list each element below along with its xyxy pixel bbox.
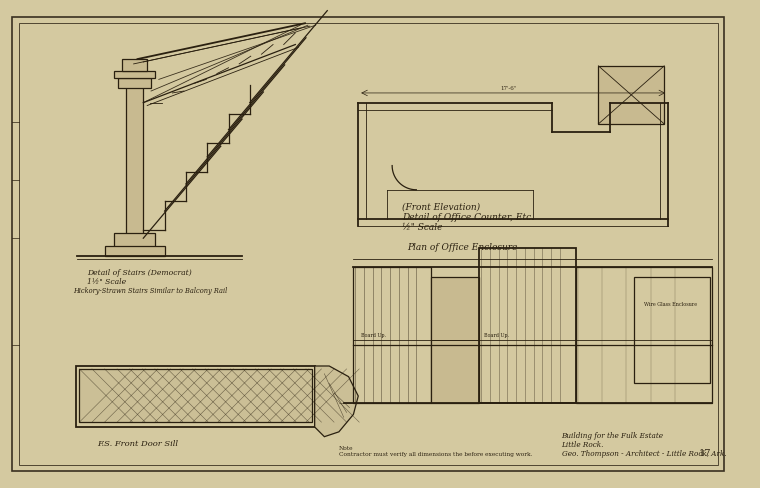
Bar xyxy=(122,59,147,71)
Bar xyxy=(105,246,165,256)
Bar xyxy=(114,233,155,248)
Text: Board Up.: Board Up. xyxy=(484,333,509,338)
Text: Board Up.: Board Up. xyxy=(361,333,386,338)
Bar xyxy=(576,267,711,403)
Bar xyxy=(79,369,312,422)
Text: Detail of Stairs (Democrat)
1½" Scale: Detail of Stairs (Democrat) 1½" Scale xyxy=(87,269,192,286)
Text: 17: 17 xyxy=(699,449,711,458)
Bar xyxy=(77,366,315,427)
Bar xyxy=(353,267,431,403)
Bar xyxy=(598,66,664,124)
Bar xyxy=(114,71,155,79)
Text: F.S. Front Door Sill: F.S. Front Door Sill xyxy=(97,440,178,447)
Bar xyxy=(634,277,710,384)
Bar xyxy=(118,79,151,88)
Text: Building for the Fulk Estate
Little Rock.
Geo. Thompson - Architect - Little Roc: Building for the Fulk Estate Little Rock… xyxy=(562,432,727,458)
Text: Hickory-Strawn Stairs Similar to Balcony Rail: Hickory-Strawn Stairs Similar to Balcony… xyxy=(73,286,227,295)
Text: Note
Contractor must verify all dimensions the before executing work.: Note Contractor must verify all dimensio… xyxy=(339,447,533,457)
Text: Plan of Office Enclosure: Plan of Office Enclosure xyxy=(407,243,517,252)
Bar xyxy=(431,277,480,403)
Bar xyxy=(480,248,576,403)
Bar xyxy=(126,83,144,238)
Text: (Front Elevation)
Detail of Office Counter, Etc.
½" Scale: (Front Elevation) Detail of Office Count… xyxy=(402,203,534,232)
Polygon shape xyxy=(315,366,358,437)
Text: Wire Glass Enclosure: Wire Glass Enclosure xyxy=(644,302,697,307)
Text: 17'-6": 17'-6" xyxy=(500,86,516,91)
